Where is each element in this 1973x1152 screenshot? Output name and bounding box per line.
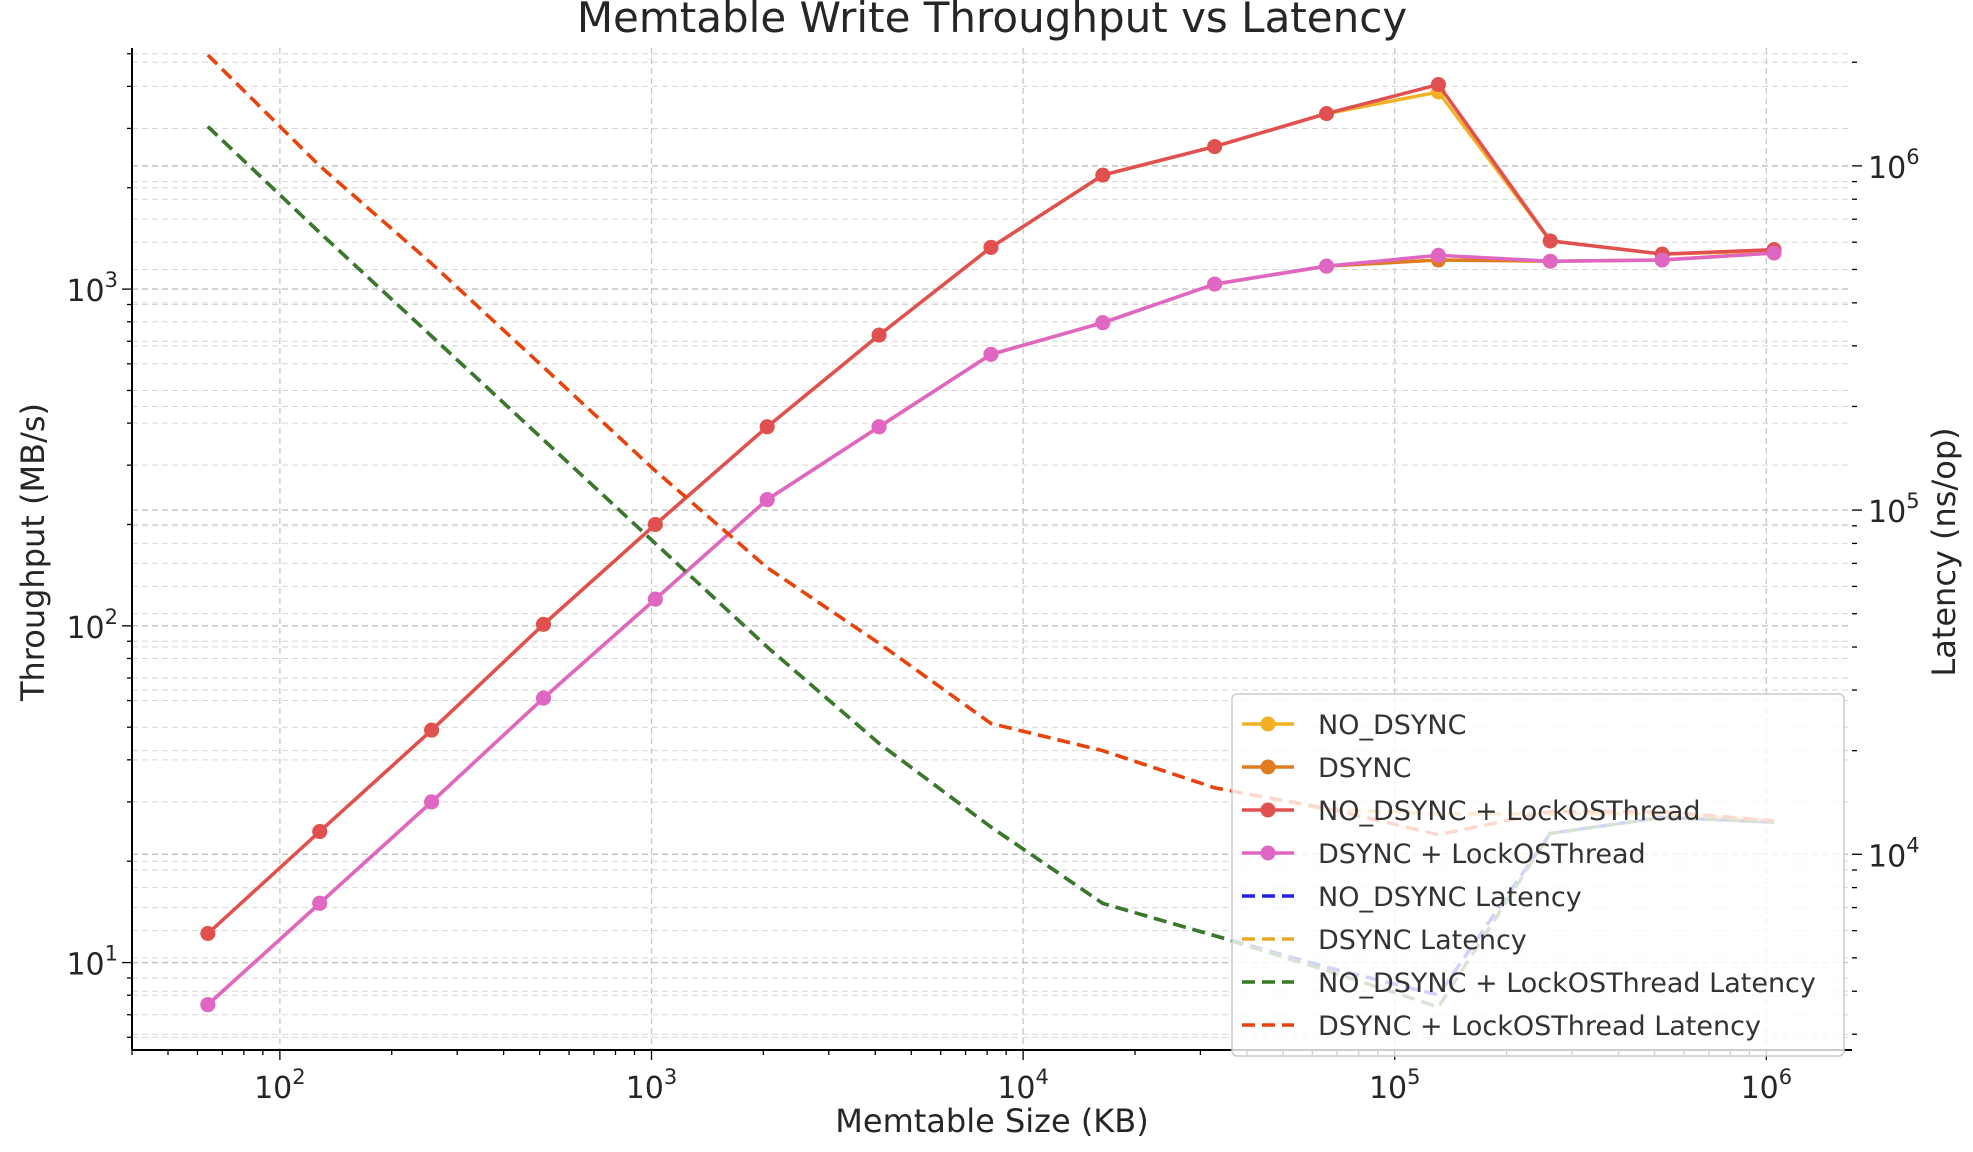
- data-point-no-dsync-lockosthread: [312, 824, 328, 840]
- data-point-no-dsync-lockosthread: [759, 419, 775, 435]
- data-point-dsync-lockosthread: [1654, 252, 1670, 268]
- x-tick-label: 102: [254, 1065, 306, 1106]
- x-axis-label: Memtable Size (KB): [835, 1102, 1148, 1140]
- data-point-no-dsync-lockosthread: [1319, 106, 1335, 122]
- data-point-dsync-lockosthread: [983, 346, 999, 362]
- chart-title: Memtable Write Throughput vs Latency: [577, 0, 1407, 42]
- legend-label-no-dsync-latency: NO_DSYNC Latency: [1318, 882, 1582, 913]
- data-point-no-dsync-lockosthread: [1430, 77, 1446, 93]
- data-point-dsync-lockosthread: [535, 690, 551, 706]
- legend-label-dsync-latency: DSYNC Latency: [1318, 925, 1527, 956]
- data-point-dsync-lockosthread: [1430, 247, 1446, 263]
- legend-marker-no-dsync-lockosthread: [1260, 802, 1276, 818]
- legend-marker-dsync-lockosthread: [1260, 845, 1276, 861]
- x-tick-label: 103: [626, 1065, 678, 1106]
- data-point-no-dsync-lockosthread: [647, 516, 663, 532]
- data-point-dsync-lockosthread: [1542, 253, 1558, 269]
- y2-axis-label: Latency (ns/op): [1925, 427, 1963, 676]
- data-point-no-dsync-lockosthread: [424, 722, 440, 738]
- series-line-no-dsync-lockosthread-latency: [206, 125, 1775, 1009]
- legend-label-dsync-lockosthread-latency: DSYNC + LockOSThread Latency: [1318, 1011, 1761, 1042]
- legend-label-dsync: DSYNC: [1318, 753, 1411, 784]
- data-point-no-dsync-lockosthread: [1207, 139, 1223, 155]
- legend-label-dsync-lockosthread: DSYNC + LockOSThread: [1318, 839, 1646, 870]
- legend-label-no-dsync: NO_DSYNC: [1318, 710, 1466, 741]
- y2-tick-label: 105: [1868, 489, 1920, 530]
- y-tick-label: 103: [66, 268, 118, 309]
- y-tick-label: 102: [66, 605, 118, 646]
- y2-tick-label: 104: [1868, 833, 1920, 874]
- legend-label-no-dsync-lockosthread-latency: NO_DSYNC + LockOSThread Latency: [1318, 968, 1816, 999]
- data-point-no-dsync-lockosthread: [1542, 233, 1558, 249]
- data-point-no-dsync-lockosthread: [983, 239, 999, 255]
- legend: NO_DSYNC DSYNC NO_DSYNC + LockOSThread DSYN…: [1231, 693, 1845, 1057]
- data-point-dsync-lockosthread: [647, 591, 663, 607]
- data-point-no-dsync-lockosthread: [871, 327, 887, 343]
- legend-box: [1231, 693, 1845, 1057]
- data-point-dsync-lockosthread: [200, 997, 216, 1013]
- legend-marker-no-dsync: [1260, 716, 1276, 732]
- data-point-dsync-lockosthread: [312, 895, 328, 911]
- data-point-dsync-lockosthread: [1207, 276, 1223, 292]
- data-point-no-dsync-lockosthread: [1095, 167, 1111, 183]
- y-tick-label: 101: [66, 942, 118, 983]
- legend-marker-dsync: [1260, 759, 1276, 775]
- data-point-dsync-lockosthread: [1766, 245, 1782, 261]
- legend-label-no-dsync-lockosthread: NO_DSYNC + LockOSThread: [1318, 796, 1701, 827]
- y-axis-label: Throughput (MB/s): [14, 403, 52, 702]
- data-point-no-dsync-lockosthread: [535, 616, 551, 632]
- data-point-dsync-lockosthread: [1095, 315, 1111, 331]
- x-tick-label: 104: [997, 1065, 1049, 1106]
- data-point-dsync-lockosthread: [871, 419, 887, 435]
- y2-tick-label: 106: [1868, 145, 1920, 186]
- data-point-no-dsync-lockosthread: [200, 925, 216, 941]
- data-point-dsync-lockosthread: [759, 492, 775, 508]
- data-point-dsync-lockosthread: [1319, 258, 1335, 274]
- ticks-layer: 102 103 104 105 106 101 102 103 104 105 106: [66, 145, 1919, 1106]
- x-tick-label: 106: [1741, 1065, 1793, 1106]
- x-tick-label: 105: [1369, 1065, 1421, 1106]
- data-point-dsync-lockosthread: [424, 794, 440, 810]
